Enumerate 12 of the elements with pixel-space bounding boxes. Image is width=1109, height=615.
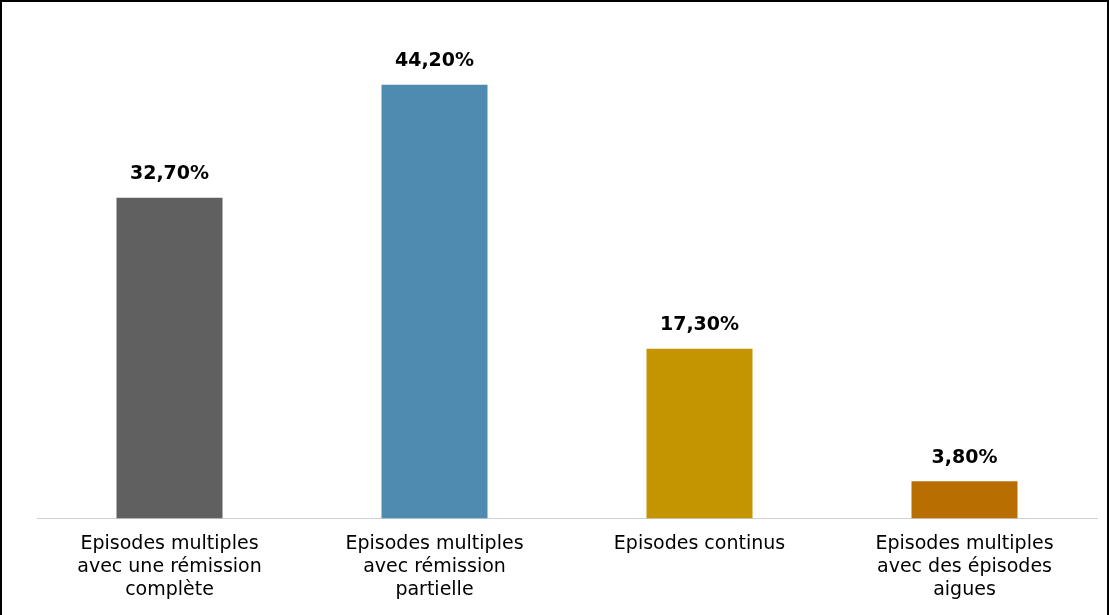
data-label: 3,80% (931, 444, 998, 467)
x-tick-label: Episodes multiples avec une rémission complète (77, 530, 262, 599)
bar (381, 84, 488, 519)
data-label: 32,70% (129, 161, 210, 184)
bar (116, 197, 223, 519)
data-label: 17,30% (659, 312, 740, 335)
x-tick-label: Episodes multiples avec rémission partielle (345, 530, 524, 599)
data-label: 44,20% (394, 48, 475, 71)
bar (911, 481, 1018, 519)
x-tick-label: Episodes multiples avec des épisodes aigues (875, 530, 1054, 599)
x-tick-label: Episodes continus (613, 530, 786, 553)
bar (646, 348, 753, 519)
